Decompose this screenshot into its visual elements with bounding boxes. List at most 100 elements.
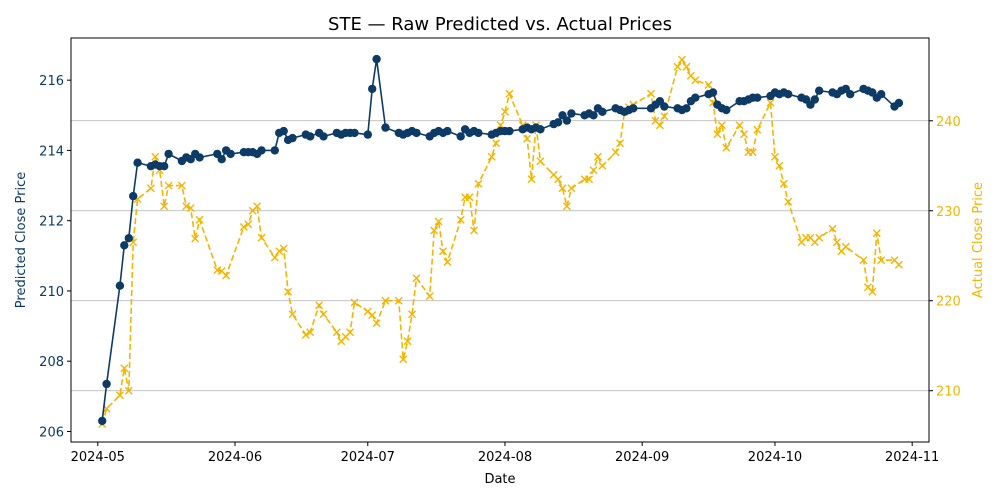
x-tick-label: 2024-10 [748, 450, 802, 465]
actual-point [713, 130, 722, 139]
actual-point [301, 330, 310, 339]
actual-point [562, 202, 571, 211]
actual-point [523, 134, 532, 143]
y-axis-left: 206 208 210 212 214 216 [39, 74, 71, 440]
actual-point [474, 179, 483, 188]
actual-series [98, 55, 903, 428]
actual-point [394, 296, 403, 305]
predicted-point [372, 54, 381, 64]
actual-point [332, 328, 341, 337]
actual-point [660, 112, 669, 121]
y-left-tick-label: 216 [39, 74, 64, 89]
chart-title: STE — Raw Predicted vs. Actual Prices [328, 14, 672, 35]
actual-point [412, 274, 421, 283]
actual-point [186, 204, 195, 213]
y-left-tick-label: 210 [39, 285, 64, 300]
predicted-point [598, 107, 607, 117]
actual-point [815, 233, 824, 242]
predicted-point [629, 104, 638, 113]
predicted-point [368, 84, 377, 94]
x-tick-label: 2024-09 [615, 450, 669, 465]
y-right-tick-label: 240 [936, 115, 961, 130]
predicted-line [101, 58, 900, 421]
actual-point [894, 260, 903, 269]
predicted-point [846, 90, 855, 99]
actual-point [470, 226, 478, 235]
actual-point [611, 148, 620, 157]
actual-point [500, 107, 509, 116]
predicted-point [443, 126, 452, 136]
x-axis-label: Date [484, 472, 515, 487]
actual-point [678, 55, 687, 64]
actual-point [527, 175, 536, 184]
actual-point [120, 364, 129, 373]
predicted-point [270, 146, 279, 155]
actual-point [403, 337, 412, 346]
predicted-point [381, 123, 390, 132]
actual-point [691, 76, 700, 85]
y-right-tick-label: 220 [936, 295, 961, 310]
predicted-point [589, 111, 598, 120]
predicted-point [124, 234, 133, 243]
actual-point [868, 287, 877, 296]
actual-point [647, 89, 656, 98]
predicted-point [456, 132, 465, 141]
actual-point [439, 247, 448, 256]
predicted-point [129, 191, 138, 201]
actual-point [589, 166, 598, 175]
actual-point [372, 319, 381, 328]
predicted-point [660, 102, 669, 111]
actual-point [443, 258, 452, 267]
actual-point [722, 143, 731, 152]
actual-point [872, 229, 881, 238]
actual-point [717, 121, 726, 130]
y-left-tick-label: 212 [39, 215, 64, 230]
x-tick-label: 2024-08 [478, 450, 532, 465]
actual-point [319, 310, 328, 319]
actual-point [766, 98, 775, 107]
actual-point [704, 80, 713, 89]
actual-point [536, 157, 545, 166]
predicted-point [691, 93, 700, 102]
actual-point [146, 184, 155, 193]
actual-point [492, 139, 501, 148]
actual-point [124, 386, 133, 395]
actual-point [655, 121, 664, 130]
x-tick-label: 2024-11 [885, 450, 939, 465]
y-right-tick-label: 210 [936, 385, 961, 400]
predicted-point [562, 116, 572, 125]
actual-point [244, 220, 253, 229]
actual-point [368, 311, 377, 320]
actual-point [841, 242, 850, 251]
actual-point [770, 152, 779, 161]
gridlines [71, 120, 929, 392]
actual-point [177, 181, 186, 190]
actual-point [598, 161, 607, 170]
x-tick-label: 2024-06 [208, 450, 262, 465]
actual-point [753, 125, 762, 134]
actual-point [284, 287, 293, 296]
actual-point [465, 193, 474, 202]
actual-point [558, 184, 567, 193]
actual-point [859, 256, 868, 265]
predicted-point [120, 241, 129, 250]
actual-point [832, 238, 841, 247]
actual-point [151, 152, 160, 161]
y-left-tick-label: 214 [39, 144, 64, 159]
predicted-point [815, 86, 824, 95]
x-tick-label: 2024-07 [341, 450, 395, 465]
y-axis-right-label: Actual Close Price [971, 182, 986, 298]
actual-point [585, 175, 594, 184]
y-left-tick-label: 208 [39, 355, 64, 370]
actual-point [239, 222, 248, 231]
actual-point [257, 233, 266, 242]
predicted-point [226, 149, 235, 159]
actual-point [434, 217, 443, 226]
actual-point [288, 310, 297, 319]
y-axis-left-label: Predicted Close Price [14, 172, 29, 308]
predicted-point [288, 133, 297, 143]
actual-point [430, 226, 439, 235]
actual-point [160, 202, 169, 211]
actual-point [828, 224, 837, 233]
